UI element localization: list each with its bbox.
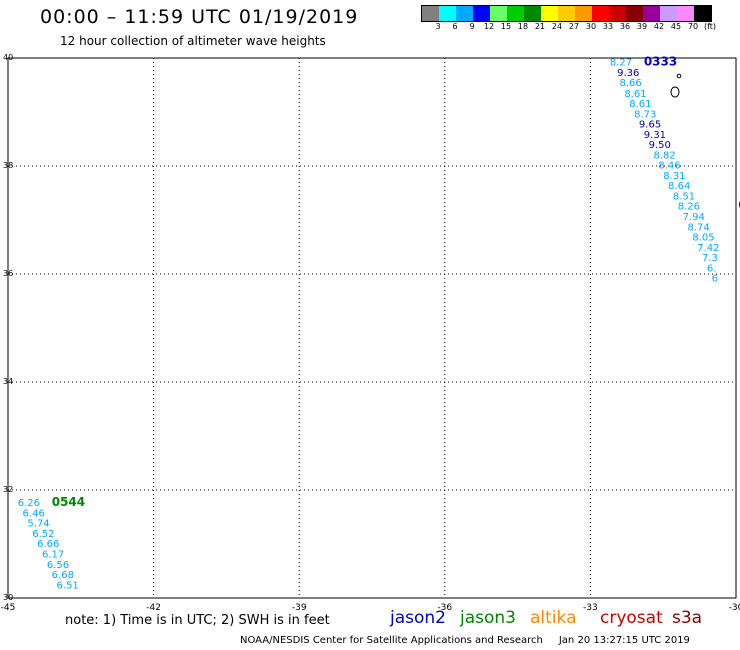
legend-s3a: s3a [672,608,703,628]
track-point: 8.61 [629,99,651,110]
colorbar-swatch [473,6,490,21]
x-tick-label: -42 [146,603,161,613]
footer-timestamp: Jan 20 13:27:15 UTC 2019 [558,635,690,646]
colorbar-label: 39 [636,22,648,31]
y-tick-label: 40 [3,53,13,62]
page-title: 00:00 – 11:59 UTC 01/19/2019 [40,6,359,28]
track-point: 5.74 [27,519,49,530]
colorbar-label: 12 [483,22,495,31]
colorbar-label: 21 [534,22,546,31]
track-point: 6.17 [42,550,64,561]
colorbar-swatch [558,6,575,21]
colorbar-swatch [609,6,626,21]
track-point: 8.05 [692,233,714,244]
y-tick-label: 30 [3,593,13,602]
legend-note: note: 1) Time is in UTC; 2) SWH is in fe… [65,613,330,628]
track-point: 7.94 [683,212,705,223]
colorbar-swatch [694,6,711,21]
colorbar-swatch [677,6,694,21]
colorbar-swatch [592,6,609,21]
colorbar-label: 15 [500,22,512,31]
footer: NOAA/NESDIS Center for Satellite Applica… [240,635,690,646]
x-tick-label: -39 [292,603,307,613]
legend-jason3: jason3 [460,608,516,628]
legend-altika: altika [530,608,577,628]
colorbar-label: 70 [687,22,699,31]
legend-jason2: jason2 [390,608,446,628]
colorbar-label: 36 [619,22,631,31]
track-point: 8.27 [610,58,632,69]
x-tick-label: -33 [583,603,598,613]
map-frame [7,57,737,599]
track-point: 8.31 [663,171,685,182]
track-point: 9.36 [617,68,639,79]
colorbar-label: 42 [653,22,665,31]
track-point: 9.50 [649,140,671,151]
colorbar-swatch [490,6,507,21]
y-tick-label: 34 [3,377,13,386]
pass-time-label: 0333 [644,55,677,69]
track-point: 6.52 [32,529,54,540]
colorbar-swatch [660,6,677,21]
colorbar [421,5,712,22]
colorbar-swatch [643,6,660,21]
track-point: 6 [712,274,718,285]
track-point: 8.82 [653,150,675,161]
colorbar-swatch [456,6,473,21]
legend-cryosat: cryosat [600,608,663,628]
colorbar-swatch [626,6,643,21]
pass-time-label: 0544 [52,495,85,509]
track-point: 6.56 [47,560,69,571]
island-outline [670,86,680,98]
colorbar-label: 33 [602,22,614,31]
track-point: 9.65 [639,120,661,131]
x-tick-label: -36 [437,603,452,613]
colorbar-label: 18 [517,22,529,31]
track-point: 8.66 [620,78,642,89]
colorbar-label: (ft) [703,22,717,31]
track-point: 8.64 [668,181,690,192]
track-point: 8.51 [673,191,695,202]
track-point: 8.73 [634,109,656,120]
track-point: 6.46 [23,508,45,519]
y-tick-label: 32 [3,485,13,494]
colorbar-label: 9 [469,22,475,31]
y-tick-label: 38 [3,161,13,170]
colorbar-label: 6 [452,22,458,31]
y-tick-label: 36 [3,269,13,278]
track-point: 6.68 [52,570,74,581]
colorbar-swatch [422,6,439,21]
colorbar-swatch [575,6,592,21]
colorbar-swatch [507,6,524,21]
track-point: 8.74 [687,222,709,233]
track-point: 8.61 [624,89,646,100]
colorbar-label: 45 [670,22,682,31]
colorbar-swatch [541,6,558,21]
island-outline [676,73,682,79]
colorbar-label: 30 [585,22,597,31]
colorbar-label: 27 [568,22,580,31]
track-point: 8.46 [658,161,680,172]
track-point: 6.26 [18,498,40,509]
x-tick-label: -45 [1,603,16,613]
footer-credit: NOAA/NESDIS Center for Satellite Applica… [240,635,543,646]
page-subtitle: 12 hour collection of altimeter wave hei… [60,34,326,48]
track-point: 7.42 [697,243,719,254]
track-point: 9.31 [644,130,666,141]
track-point: 7.3 [702,253,718,264]
colorbar-swatch [439,6,456,21]
track-point: 8.26 [678,202,700,213]
colorbar-label: 24 [551,22,563,31]
track-point: 6. [707,263,717,274]
x-tick-label: -30 [729,603,740,613]
track-point: 6.66 [37,539,59,550]
colorbar-swatch [524,6,541,21]
track-point: 6.51 [57,580,79,591]
colorbar-label: 3 [435,22,441,31]
pass-time-label: 0. [738,198,740,212]
